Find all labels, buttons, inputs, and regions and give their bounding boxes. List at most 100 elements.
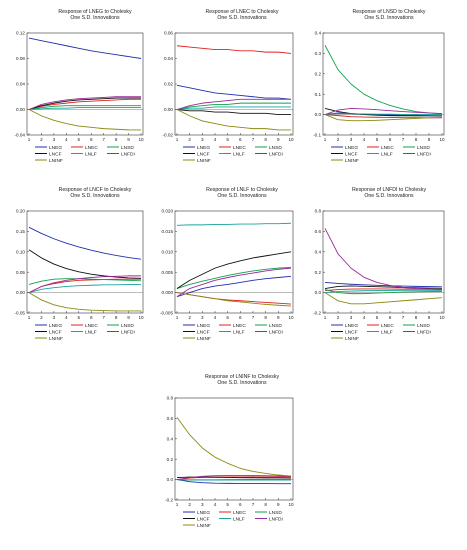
x-tick-label: 10 <box>138 137 144 142</box>
series-line-lneg <box>28 37 142 59</box>
legend-label: LNCF <box>49 329 62 335</box>
legend-label: LNFDI <box>121 329 135 335</box>
x-tick-label: 2 <box>188 315 191 320</box>
y-tick-label: 0.08 <box>16 56 25 61</box>
series-line-lnec <box>176 476 291 481</box>
x-tick-label: 3 <box>201 502 204 507</box>
x-tick-label: 9 <box>277 502 280 507</box>
legend-label: LNEG <box>345 323 358 329</box>
x-tick-label: 10 <box>288 315 294 320</box>
legend-label: LNCF <box>345 151 358 157</box>
legend-label: LNCF <box>345 329 358 335</box>
panel-title: Response of LNEC to Cholesky One S.D. In… <box>167 9 317 21</box>
x-tick-label: 7 <box>252 502 255 507</box>
x-tick-label: 9 <box>428 137 431 142</box>
x-tick-label: 5 <box>376 137 379 142</box>
x-tick-label: 4 <box>363 315 366 320</box>
y-tick-label: 0.05 <box>16 270 25 275</box>
series-line-lnlf <box>28 283 141 294</box>
series-line-lninf <box>324 292 443 305</box>
series-line-lninf <box>176 417 292 477</box>
legend-label: LNFDI <box>269 329 283 335</box>
x-tick-label: 2 <box>188 137 191 142</box>
series-line-lnsd <box>176 266 292 289</box>
legend-label: LNSD <box>121 145 134 151</box>
x-tick-label: 7 <box>252 315 255 320</box>
x-tick-label: 3 <box>201 137 204 142</box>
x-tick-label: 7 <box>102 137 105 142</box>
y-tick-label: 0.00 <box>16 107 25 112</box>
legend-label: LNEG <box>345 145 358 151</box>
series-line-lnsd <box>28 105 141 110</box>
legend-label: LNEC <box>85 145 98 151</box>
x-tick-label: 3 <box>53 137 56 142</box>
legend-label: LNEC <box>233 145 246 151</box>
series-line-lncf <box>176 251 292 289</box>
series-line-lnlf <box>176 222 292 226</box>
chart-subtitle: One S.D. Innovations <box>217 193 267 200</box>
y-tick-label: 0.04 <box>164 56 173 61</box>
legend-label: LNINF <box>49 336 63 342</box>
x-tick-label: 5 <box>226 137 229 142</box>
series-line-lncf <box>324 108 442 117</box>
x-tick-label: 5 <box>77 315 80 320</box>
plot-frame <box>26 32 144 136</box>
series-line-lnec <box>324 288 443 292</box>
chart-title: Response of LNCF to Cholesky <box>58 187 132 193</box>
x-tick-label: 6 <box>90 315 93 320</box>
legend-label: LNCF <box>197 516 210 522</box>
series-line-lnfdi <box>324 108 443 116</box>
y-tick-label: 0.3 <box>315 51 322 56</box>
legend-label: LNEC <box>233 323 246 329</box>
panel-title: Response of LNLF to Cholesky One S.D. In… <box>167 187 317 199</box>
chart-subtitle: One S.D. Innovations <box>364 193 414 200</box>
x-tick-label: 3 <box>350 315 353 320</box>
legend-label: LNEC <box>381 145 394 151</box>
legend-label: LNINF <box>197 523 211 529</box>
y-tick-label: 0.8 <box>167 396 174 401</box>
chart-panel: -0.04 0.00 0.04 0.08 0.12 1 2 3 4 5 6 7 8 9 10 LNEG LNEC… <box>15 31 144 164</box>
y-tick-label: 0.005 <box>162 270 174 275</box>
y-tick-label: -0.2 <box>313 311 321 316</box>
y-tick-label: 0.12 <box>16 31 25 36</box>
legend-label: LNLF <box>233 151 245 157</box>
legend-label: LNCF <box>197 151 210 157</box>
x-tick-label: 10 <box>288 502 294 507</box>
x-tick-label: 2 <box>337 315 340 320</box>
x-tick-label: 3 <box>350 137 353 142</box>
series-line-lninf <box>176 292 292 307</box>
legend-label: LNFDI <box>269 516 283 522</box>
y-tick-label: 0.4 <box>315 249 322 254</box>
y-tick-label: 0.2 <box>167 457 174 462</box>
panel-title: Response of LNFDI to Cholesky One S.D. I… <box>314 187 464 199</box>
x-tick-label: 2 <box>40 137 43 142</box>
y-tick-label: 0.2 <box>315 71 322 76</box>
x-tick-label: 1 <box>28 315 31 320</box>
series-line-lnfdi <box>28 275 141 294</box>
series-line-lninf <box>176 109 291 131</box>
x-tick-label: 7 <box>102 315 105 320</box>
y-tick-label: 0.15 <box>16 229 25 234</box>
x-tick-label: 1 <box>324 315 327 320</box>
series-line-lncf <box>176 109 291 116</box>
series-line-lnfdi <box>176 98 291 110</box>
x-tick-label: 8 <box>115 315 118 320</box>
y-tick-label: 0.0 <box>315 290 322 295</box>
panel-title: Response of LNEG to Cholesky One S.D. In… <box>20 9 170 21</box>
x-tick-label: 4 <box>214 137 217 142</box>
legend-label: LNLF <box>85 151 97 157</box>
y-tick-label: 0.10 <box>16 249 25 254</box>
legend-label: LNCF <box>49 151 62 157</box>
series-line-lnfdi <box>176 475 292 481</box>
x-tick-label: 1 <box>176 137 179 142</box>
x-tick-label: 4 <box>65 315 68 320</box>
y-tick-label: 0.02 <box>164 82 173 87</box>
series-line-lnlf <box>324 289 442 294</box>
x-tick-label: 10 <box>138 315 144 320</box>
x-tick-label: 4 <box>214 315 217 320</box>
x-tick-label: 8 <box>115 137 118 142</box>
legend-label: LNLF <box>85 329 97 335</box>
legend-label: LNEG <box>197 510 210 516</box>
y-tick-label: 0.8 <box>315 209 322 214</box>
legend-label: LNEG <box>49 145 62 151</box>
